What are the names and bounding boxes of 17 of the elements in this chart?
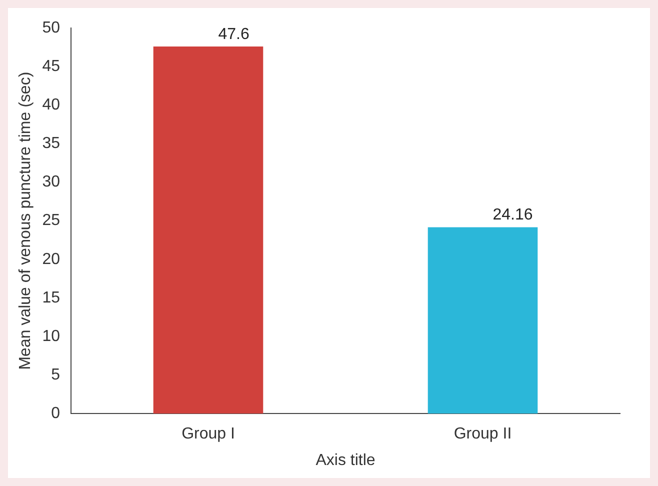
y-tick-label: 10 <box>42 328 60 345</box>
data-label: 47.6 <box>218 26 250 43</box>
x-tick-label: Group II <box>454 426 512 443</box>
x-tick-label: Group I <box>182 426 235 443</box>
y-tick-label: 5 <box>51 366 60 384</box>
y-tick-label: 50 <box>42 19 60 36</box>
y-tick-label: 15 <box>42 289 60 306</box>
y-tick-label: 30 <box>42 174 60 191</box>
y-tick-label: 25 <box>42 212 60 230</box>
data-label: 24.16 <box>492 206 533 224</box>
y-tick-label: 40 <box>42 96 60 114</box>
y-tick-label: 45 <box>42 58 60 75</box>
y-tick-label: 35 <box>42 135 60 152</box>
x-axis-title: Axis title <box>316 452 376 469</box>
y-tick-label: 20 <box>42 250 60 268</box>
y-tick-label: 0 <box>51 405 60 422</box>
y-axis-title: Mean value of venous puncture time (sec) <box>17 72 34 370</box>
